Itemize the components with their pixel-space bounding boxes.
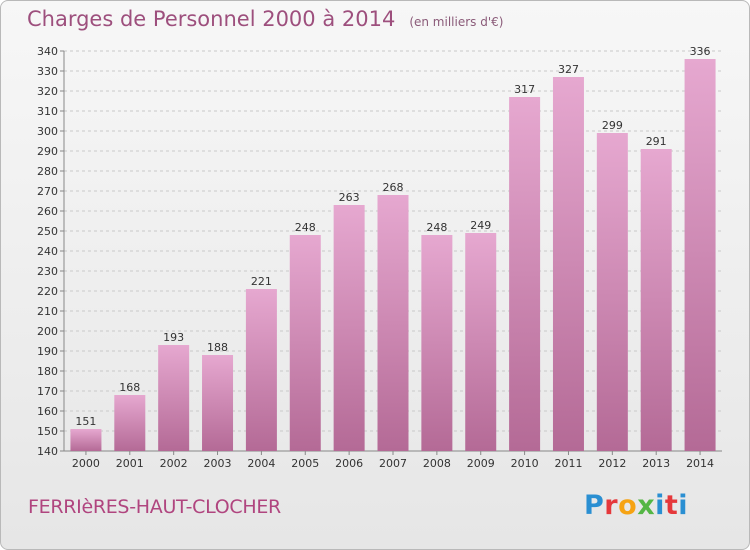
bar bbox=[245, 289, 277, 451]
x-tick-label: 2000 bbox=[72, 457, 100, 470]
x-tick-label: 2007 bbox=[379, 457, 407, 470]
y-tick-label: 260 bbox=[37, 205, 58, 218]
proxiti-logo: Proxiti bbox=[584, 490, 689, 521]
y-tick-label: 240 bbox=[37, 245, 58, 258]
x-tick-label: 2001 bbox=[116, 457, 144, 470]
bar bbox=[509, 97, 541, 451]
y-tick-label: 140 bbox=[37, 445, 58, 458]
value-label: 299 bbox=[602, 119, 623, 132]
bars bbox=[70, 59, 716, 451]
bar bbox=[684, 59, 716, 451]
y-tick-label: 250 bbox=[37, 225, 58, 238]
value-label: 336 bbox=[690, 45, 711, 58]
y-tick-label: 160 bbox=[37, 405, 58, 418]
x-tick-label: 2013 bbox=[642, 457, 670, 470]
y-tick-label: 170 bbox=[37, 385, 58, 398]
value-label: 168 bbox=[119, 381, 140, 394]
chart-subtitle: (en milliers d'€) bbox=[409, 15, 504, 29]
x-tick-label: 2002 bbox=[160, 457, 188, 470]
x-tick-label: 2003 bbox=[204, 457, 232, 470]
value-label: 248 bbox=[426, 221, 447, 234]
value-label: 188 bbox=[207, 341, 228, 354]
bar bbox=[333, 205, 365, 451]
value-label: 248 bbox=[295, 221, 316, 234]
value-label: 317 bbox=[514, 83, 535, 96]
bar bbox=[70, 429, 102, 451]
bar bbox=[114, 395, 146, 451]
bar bbox=[596, 133, 628, 451]
y-tick-label: 200 bbox=[37, 325, 58, 338]
bar bbox=[465, 233, 497, 451]
y-tick-label: 300 bbox=[37, 125, 58, 138]
y-tick-label: 340 bbox=[37, 45, 58, 58]
x-tick-label: 2009 bbox=[467, 457, 495, 470]
y-tick-label: 330 bbox=[37, 65, 58, 78]
value-label: 151 bbox=[75, 415, 96, 428]
y-tick-label: 150 bbox=[37, 425, 58, 438]
y-tick-label: 220 bbox=[37, 285, 58, 298]
value-label: 221 bbox=[251, 275, 272, 288]
chart-title: Charges de Personnel 2000 à 2014 (en mill… bbox=[27, 7, 503, 31]
bar bbox=[552, 77, 584, 451]
bar bbox=[377, 195, 409, 451]
y-tick-label: 280 bbox=[37, 165, 58, 178]
value-label: 268 bbox=[383, 181, 404, 194]
value-label: 249 bbox=[470, 219, 491, 232]
x-tick-label: 2005 bbox=[291, 457, 319, 470]
bar bbox=[421, 235, 453, 451]
x-tick-label: 2006 bbox=[335, 457, 363, 470]
y-tick-label: 210 bbox=[37, 305, 58, 318]
x-tick-label: 2012 bbox=[598, 457, 626, 470]
x-tick-label: 2014 bbox=[686, 457, 714, 470]
value-label: 193 bbox=[163, 331, 184, 344]
bar bbox=[640, 149, 672, 451]
value-label: 263 bbox=[339, 191, 360, 204]
y-tick-label: 190 bbox=[37, 345, 58, 358]
y-tick-label: 180 bbox=[37, 365, 58, 378]
x-tick-label: 2004 bbox=[247, 457, 275, 470]
bar bbox=[289, 235, 321, 451]
bar bbox=[158, 345, 190, 451]
value-label: 291 bbox=[646, 135, 667, 148]
y-tick-label: 310 bbox=[37, 105, 58, 118]
x-tick-label: 2010 bbox=[511, 457, 539, 470]
chart-title-text: Charges de Personnel 2000 à 2014 bbox=[27, 7, 396, 31]
y-tick-label: 290 bbox=[37, 145, 58, 158]
y-tick-label: 230 bbox=[37, 265, 58, 278]
y-tick-label: 320 bbox=[37, 85, 58, 98]
labels: 140 150 160 170 180 190 200 210 220 230 240 250 260 2… bbox=[37, 45, 714, 470]
commune-name: FERRIèRES-HAUT-CLOCHER bbox=[28, 496, 281, 518]
x-tick-label: 2011 bbox=[554, 457, 582, 470]
y-tick-label: 270 bbox=[37, 185, 58, 198]
x-tick-label: 2008 bbox=[423, 457, 451, 470]
bar bbox=[202, 355, 234, 451]
value-label: 327 bbox=[558, 63, 579, 76]
